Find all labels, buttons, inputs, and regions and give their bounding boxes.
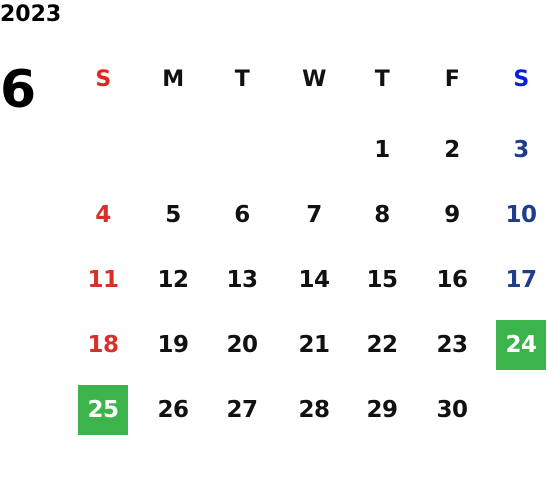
highlighted-day: 24 — [496, 320, 546, 370]
weekday-header: S — [95, 67, 111, 92]
day: 11 — [87, 267, 119, 293]
day: 13 — [226, 267, 258, 293]
weekday-header: F — [444, 67, 460, 92]
day: 26 — [157, 397, 189, 423]
day: 16 — [436, 267, 468, 293]
day: 27 — [226, 397, 258, 423]
month: 6 — [0, 60, 37, 120]
weekday-header: S — [513, 67, 529, 92]
day: 9 — [444, 202, 460, 228]
day: 5 — [165, 202, 181, 228]
day: 21 — [298, 332, 330, 358]
highlighted-day: 25 — [78, 385, 128, 435]
day: 15 — [366, 267, 398, 293]
day: 12 — [157, 267, 189, 293]
weekday-header: T — [374, 67, 390, 92]
weekday-header: W — [302, 67, 326, 92]
day: 18 — [87, 332, 119, 358]
day: 19 — [157, 332, 189, 358]
day: 29 — [366, 397, 398, 423]
day: 22 — [366, 332, 398, 358]
day: 8 — [374, 202, 390, 228]
day: 3 — [513, 137, 529, 163]
day: 1 — [374, 137, 390, 163]
day: 2 — [444, 137, 460, 163]
day: 20 — [226, 332, 258, 358]
day: 10 — [505, 202, 537, 228]
day: 17 — [505, 267, 537, 293]
day: 14 — [298, 267, 330, 293]
year: 2023 — [0, 2, 62, 27]
weekday-header: T — [234, 67, 250, 92]
day: 6 — [234, 202, 250, 228]
day: 7 — [306, 202, 322, 228]
day: 23 — [436, 332, 468, 358]
day: 4 — [95, 202, 111, 228]
day: 30 — [436, 397, 468, 423]
weekday-header: M — [162, 67, 184, 92]
day: 28 — [298, 397, 330, 423]
